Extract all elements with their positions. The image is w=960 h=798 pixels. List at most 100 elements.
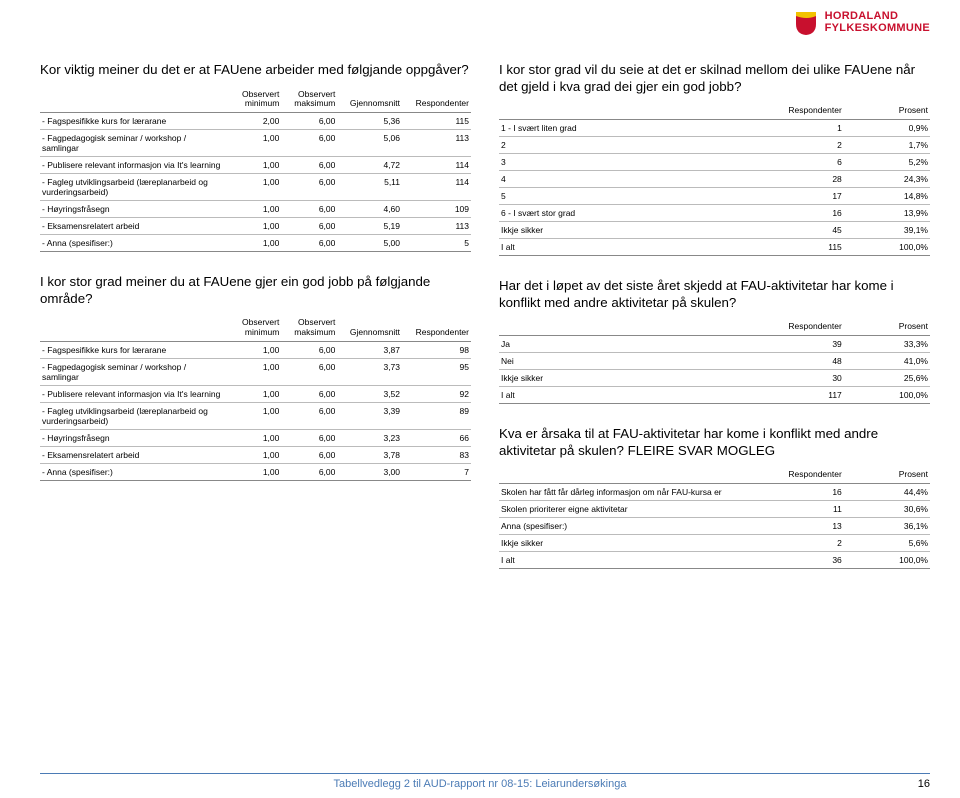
cell: 3,52 bbox=[337, 385, 402, 402]
cell: 1 - I svært liten grad bbox=[499, 119, 758, 136]
q5-table: Respondenter Prosent Skolen har fått får… bbox=[499, 467, 930, 569]
cell: 39,1% bbox=[844, 221, 930, 238]
table-row: 42824,3% bbox=[499, 170, 930, 187]
cell: 1,00 bbox=[225, 429, 281, 446]
cell: 14,8% bbox=[844, 187, 930, 204]
table-row: Nei4841,0% bbox=[499, 352, 930, 369]
footer: Tabellvedlegg 2 til AUD-rapport nr 08-15… bbox=[0, 773, 960, 790]
q2-col4: Respondenter bbox=[402, 315, 471, 341]
table-row: - Fagspesifikke kurs for lærarane2,006,0… bbox=[40, 113, 471, 130]
table-row: 221,7% bbox=[499, 136, 930, 153]
cell: 6,00 bbox=[281, 402, 337, 429]
cell: 115 bbox=[402, 113, 471, 130]
table-row: Skolen har fått får dårleg informasjon o… bbox=[499, 483, 930, 500]
cell: 30 bbox=[758, 369, 844, 386]
table-row: - Publisere relevant informasjon via It'… bbox=[40, 157, 471, 174]
cell: 1,7% bbox=[844, 136, 930, 153]
footer-rule bbox=[40, 773, 930, 774]
cell: 25,6% bbox=[844, 369, 930, 386]
q4-body: Ja3933,3%Nei4841,0%Ikkje sikker3025,6%I … bbox=[499, 335, 930, 403]
cell: 24,3% bbox=[844, 170, 930, 187]
cell: 6,00 bbox=[281, 201, 337, 218]
table-row: 6 - I svært stor grad1613,9% bbox=[499, 204, 930, 221]
cell: Skolen har fått får dårleg informasjon o… bbox=[499, 483, 758, 500]
table-row: - Fagleg utviklingsarbeid (læreplanarbei… bbox=[40, 402, 471, 429]
cell: 5,11 bbox=[337, 174, 402, 201]
cell: 3,73 bbox=[337, 358, 402, 385]
cell: 33,3% bbox=[844, 335, 930, 352]
page-number: 16 bbox=[918, 778, 930, 790]
table-row: Ikkje sikker25,6% bbox=[499, 534, 930, 551]
cell: 1,00 bbox=[225, 130, 281, 157]
cell: 6,00 bbox=[281, 235, 337, 252]
cell: - Fagleg utviklingsarbeid (læreplanarbei… bbox=[40, 402, 225, 429]
cell: 100,0% bbox=[844, 551, 930, 568]
q3-col0 bbox=[499, 103, 758, 119]
table-row: - Fagpedagogisk seminar / workshop / sam… bbox=[40, 130, 471, 157]
shield-icon bbox=[793, 10, 819, 36]
table-row: I alt117100,0% bbox=[499, 386, 930, 403]
q5-title: Kva er årsaka til at FAU-aktivitetar har… bbox=[499, 426, 930, 459]
cell: Ja bbox=[499, 335, 758, 352]
cell: 2 bbox=[758, 534, 844, 551]
cell: 1,00 bbox=[225, 201, 281, 218]
cell: 5,2% bbox=[844, 153, 930, 170]
cell: Ikkje sikker bbox=[499, 369, 758, 386]
cell: 6,00 bbox=[281, 174, 337, 201]
cell: 2 bbox=[499, 136, 758, 153]
cell: 6,00 bbox=[281, 113, 337, 130]
cell: 1,00 bbox=[225, 446, 281, 463]
cell: 45 bbox=[758, 221, 844, 238]
cell: 6,00 bbox=[281, 130, 337, 157]
cell: 114 bbox=[402, 174, 471, 201]
table-row: - Publisere relevant informasjon via It'… bbox=[40, 385, 471, 402]
cell: 13,9% bbox=[844, 204, 930, 221]
cell: 6,00 bbox=[281, 358, 337, 385]
cell: 100,0% bbox=[844, 238, 930, 255]
q1-body: - Fagspesifikke kurs for lærarane2,006,0… bbox=[40, 113, 471, 252]
cell: 13 bbox=[758, 517, 844, 534]
cell: 4,72 bbox=[337, 157, 402, 174]
cell: 5,36 bbox=[337, 113, 402, 130]
cell: 41,0% bbox=[844, 352, 930, 369]
cell: - Fagpedagogisk seminar / workshop / sam… bbox=[40, 130, 225, 157]
cell: 5,19 bbox=[337, 218, 402, 235]
table-row: - Anna (spesifiser:)1,006,005,005 bbox=[40, 235, 471, 252]
cell: - Fagspesifikke kurs for lærarane bbox=[40, 341, 225, 358]
cell: - Publisere relevant informasjon via It'… bbox=[40, 157, 225, 174]
q4-title: Har det i løpet av det siste året skjedd… bbox=[499, 278, 930, 311]
table-row: Ikkje sikker4539,1% bbox=[499, 221, 930, 238]
cell: 113 bbox=[402, 130, 471, 157]
cell: Nei bbox=[499, 352, 758, 369]
cell: 1,00 bbox=[225, 402, 281, 429]
cell: 6,00 bbox=[281, 385, 337, 402]
q5-col2: Prosent bbox=[844, 467, 930, 483]
q2-table: Observert minimum Observert maksimum Gje… bbox=[40, 315, 471, 481]
q2-col3: Gjennomsnitt bbox=[337, 315, 402, 341]
cell: 5,00 bbox=[337, 235, 402, 252]
left-column: Kor viktig meiner du det er at FAUene ar… bbox=[40, 62, 471, 591]
cell: 1,00 bbox=[225, 341, 281, 358]
footer-text: Tabellvedlegg 2 til AUD-rapport nr 08-15… bbox=[334, 778, 627, 790]
q1-col2: Observert maksimum bbox=[281, 87, 337, 113]
cell: I alt bbox=[499, 551, 758, 568]
cell: - Anna (spesifiser:) bbox=[40, 235, 225, 252]
cell: 16 bbox=[758, 204, 844, 221]
cell: Ikkje sikker bbox=[499, 534, 758, 551]
table-row: I alt115100,0% bbox=[499, 238, 930, 255]
cell: 6,00 bbox=[281, 463, 337, 480]
cell: 0,9% bbox=[844, 119, 930, 136]
q3-body: 1 - I svært liten grad10,9%221,7%365,2%4… bbox=[499, 119, 930, 255]
cell: 44,4% bbox=[844, 483, 930, 500]
q2-body: - Fagspesifikke kurs for lærarane1,006,0… bbox=[40, 341, 471, 480]
cell: Skolen prioriterer eigne aktivitetar bbox=[499, 500, 758, 517]
q2-col1: Observert minimum bbox=[225, 315, 281, 341]
cell: 3,00 bbox=[337, 463, 402, 480]
cell: 113 bbox=[402, 218, 471, 235]
q4-col0 bbox=[499, 319, 758, 335]
cell: 95 bbox=[402, 358, 471, 385]
cell: - Fagpedagogisk seminar / workshop / sam… bbox=[40, 358, 225, 385]
table-row: - Høyringsfråsegn1,006,004,60109 bbox=[40, 201, 471, 218]
table-row: Skolen prioriterer eigne aktivitetar1130… bbox=[499, 500, 930, 517]
cell: 114 bbox=[402, 157, 471, 174]
